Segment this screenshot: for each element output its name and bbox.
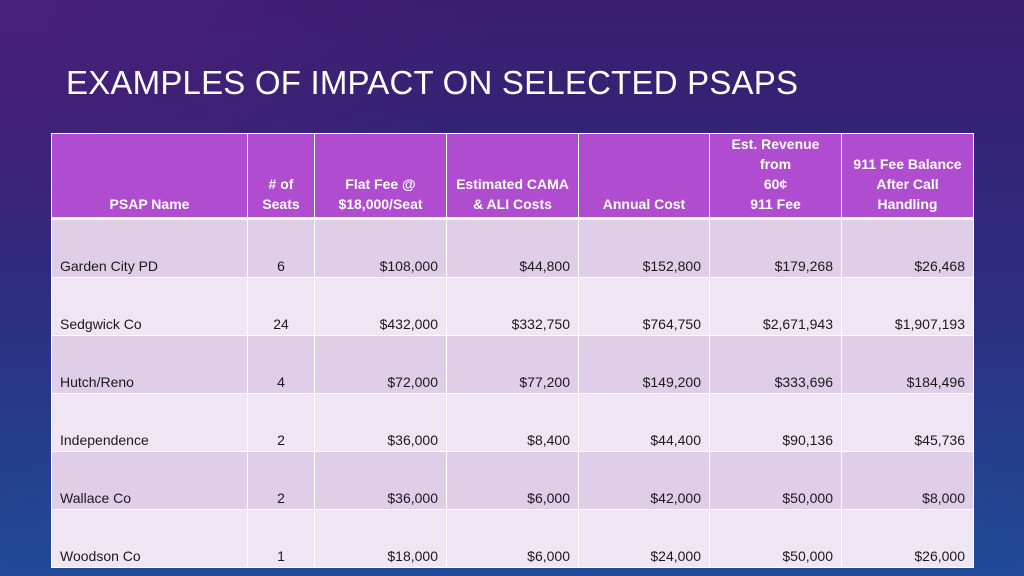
cell-fee-balance: $26,468 bbox=[841, 218, 974, 278]
header-cama-ali-costs: Estimated CAMA & ALI Costs bbox=[446, 133, 579, 220]
header-line: 911 Fee bbox=[750, 196, 801, 212]
header-line: Seats bbox=[262, 196, 300, 212]
cell-psap-name: Independence bbox=[51, 393, 248, 452]
cell-cama-ali-costs: $6,000 bbox=[446, 509, 579, 568]
header-annual-cost: Annual Cost bbox=[578, 133, 710, 220]
cell-fee-balance: $1,907,193 bbox=[841, 277, 974, 336]
cell-annual-cost: $764,750 bbox=[578, 277, 710, 336]
cell-est-revenue: $2,671,943 bbox=[709, 277, 842, 336]
cell-annual-cost: $44,400 bbox=[578, 393, 710, 452]
cell-fee-balance: $184,496 bbox=[841, 335, 974, 394]
header-fee-balance: 911 Fee Balance After Call Handling bbox=[841, 133, 974, 220]
cell-annual-cost: $24,000 bbox=[578, 509, 710, 568]
table-row: Garden City PD 6 $108,000 $44,800 $152,8… bbox=[51, 218, 974, 278]
cell-flat-fee: $432,000 bbox=[314, 277, 447, 336]
cell-fee-balance: $45,736 bbox=[841, 393, 974, 452]
cell-seats: 2 bbox=[247, 451, 315, 510]
cell-fee-balance: $8,000 bbox=[841, 451, 974, 510]
cell-seats: 4 bbox=[247, 335, 315, 394]
cell-annual-cost: $152,800 bbox=[578, 218, 710, 278]
header-line: # of bbox=[268, 176, 294, 192]
cell-est-revenue: $90,136 bbox=[709, 393, 842, 452]
cell-seats: 24 bbox=[247, 277, 315, 336]
table-row: Woodson Co 1 $18,000 $6,000 $24,000 $50,… bbox=[51, 509, 974, 568]
cell-fee-balance: $26,000 bbox=[841, 509, 974, 568]
table-row: Hutch/Reno 4 $72,000 $77,200 $149,200 $3… bbox=[51, 335, 974, 394]
cell-cama-ali-costs: $44,800 bbox=[446, 218, 579, 278]
cell-est-revenue: $50,000 bbox=[709, 451, 842, 510]
table-header-row: PSAP Name # of Seats Flat Fee @ $18,000/… bbox=[51, 133, 974, 220]
table-row: Independence 2 $36,000 $8,400 $44,400 $9… bbox=[51, 393, 974, 452]
header-line: Estimated CAMA bbox=[456, 176, 569, 192]
header-line: & ALI Costs bbox=[473, 196, 552, 212]
cell-psap-name: Woodson Co bbox=[51, 509, 248, 568]
header-line: Handling bbox=[877, 196, 938, 212]
header-line: PSAP Name bbox=[109, 196, 190, 212]
cell-psap-name: Hutch/Reno bbox=[51, 335, 248, 394]
cell-annual-cost: $149,200 bbox=[578, 335, 710, 394]
header-line: After Call bbox=[876, 176, 939, 192]
cell-psap-name: Wallace Co bbox=[51, 451, 248, 510]
cell-psap-name: Garden City PD bbox=[51, 218, 248, 278]
header-line: 60¢ bbox=[763, 176, 788, 192]
cell-flat-fee: $36,000 bbox=[314, 451, 447, 510]
cell-est-revenue: $50,000 bbox=[709, 509, 842, 568]
table-row: Sedgwick Co 24 $432,000 $332,750 $764,75… bbox=[51, 277, 974, 336]
cell-cama-ali-costs: $8,400 bbox=[446, 393, 579, 452]
cell-seats: 6 bbox=[247, 218, 315, 278]
cell-flat-fee: $72,000 bbox=[314, 335, 447, 394]
cell-psap-name: Sedgwick Co bbox=[51, 277, 248, 336]
cell-seats: 2 bbox=[247, 393, 315, 452]
slide-title: EXAMPLES OF IMPACT ON SELECTED PSAPS bbox=[66, 64, 799, 102]
header-psap-name: PSAP Name bbox=[51, 133, 248, 220]
cell-cama-ali-costs: $77,200 bbox=[446, 335, 579, 394]
cell-seats: 1 bbox=[247, 509, 315, 568]
cell-est-revenue: $333,696 bbox=[709, 335, 842, 394]
header-line: Est. Revenue from bbox=[731, 136, 820, 172]
table-row: Wallace Co 2 $36,000 $6,000 $42,000 $50,… bbox=[51, 451, 974, 510]
header-line: Flat Fee @ bbox=[345, 176, 416, 192]
cell-annual-cost: $42,000 bbox=[578, 451, 710, 510]
psap-impact-table: PSAP Name # of Seats Flat Fee @ $18,000/… bbox=[51, 133, 974, 568]
cell-flat-fee: $108,000 bbox=[314, 218, 447, 278]
header-line: Annual Cost bbox=[602, 196, 686, 212]
header-seats: # of Seats bbox=[247, 133, 315, 220]
cell-est-revenue: $179,268 bbox=[709, 218, 842, 278]
header-line: 911 Fee Balance bbox=[853, 156, 962, 172]
cell-flat-fee: $36,000 bbox=[314, 393, 447, 452]
cell-flat-fee: $18,000 bbox=[314, 509, 447, 568]
header-flat-fee: Flat Fee @ $18,000/Seat bbox=[314, 133, 447, 220]
cell-cama-ali-costs: $6,000 bbox=[446, 451, 579, 510]
header-est-revenue: Est. Revenue from 60¢ 911 Fee bbox=[709, 133, 842, 220]
cell-cama-ali-costs: $332,750 bbox=[446, 277, 579, 336]
header-line: $18,000/Seat bbox=[338, 196, 423, 212]
